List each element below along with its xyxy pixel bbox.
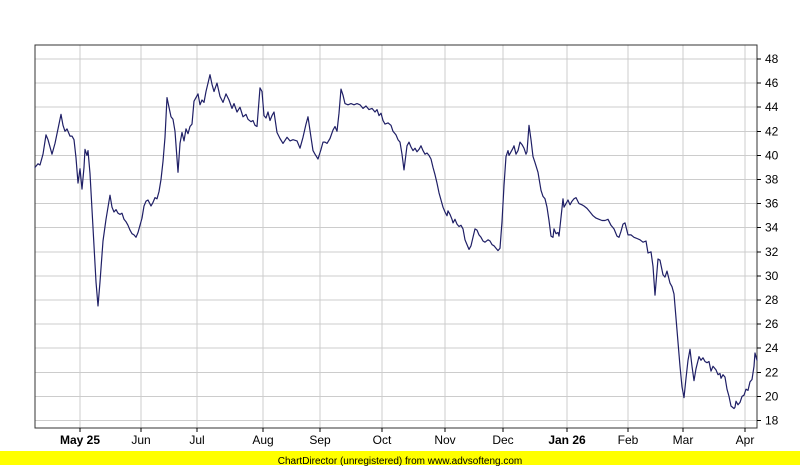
x-axis-label: Feb xyxy=(618,433,639,447)
y-axis-label: 46 xyxy=(765,76,779,90)
y-axis-label: 34 xyxy=(765,221,779,235)
y-axis-labels: 18 20 22 24 26 28 30 32 34 36 38 40 42 44 46 48 xyxy=(765,52,779,428)
x-axis-label: May 25 xyxy=(60,433,100,447)
x-axis-labels: May 25 Jun Jul Aug Sep Oct Nov Dec Jan 26 Feb Mar A… xyxy=(60,433,754,447)
y-axis-label: 22 xyxy=(765,365,779,379)
y-axis-label: 26 xyxy=(765,317,779,331)
y-axis-label: 42 xyxy=(765,124,779,138)
y-axis-label: 18 xyxy=(765,414,779,428)
y-axis-label: 36 xyxy=(765,197,779,211)
y-axis-label: 28 xyxy=(765,293,779,307)
y-axis-label: 32 xyxy=(765,245,779,259)
x-axis-label: Aug xyxy=(252,433,273,447)
y-axis-label: 20 xyxy=(765,389,779,403)
x-axis-label: Mar xyxy=(673,433,694,447)
y-axis-label: 40 xyxy=(765,148,779,162)
price-line xyxy=(34,74,758,410)
x-axis-label: Jan 26 xyxy=(548,433,586,447)
footer-bar: ChartDirector (unregistered) from www.ad… xyxy=(0,451,800,466)
y-axis-label: 38 xyxy=(765,173,779,187)
grid-lines xyxy=(35,45,757,428)
x-axis-label: Apr xyxy=(736,433,755,447)
y-axis-label: 24 xyxy=(765,341,779,355)
x-axis-label: Sep xyxy=(309,433,331,447)
x-axis-label: Jun xyxy=(131,433,150,447)
y-axis-label: 48 xyxy=(765,52,779,66)
y-axis-label: 44 xyxy=(765,100,779,114)
x-axis-label: Oct xyxy=(373,433,392,447)
x-axis-label: Dec xyxy=(492,433,513,447)
plot-border xyxy=(34,44,758,429)
footer-text: ChartDirector (unregistered) from www.ad… xyxy=(277,456,523,466)
y-axis-label: 30 xyxy=(765,269,779,283)
x-axis-label: Nov xyxy=(434,433,455,447)
x-axis-label: Jul xyxy=(189,433,204,447)
axis-ticks xyxy=(79,58,761,432)
